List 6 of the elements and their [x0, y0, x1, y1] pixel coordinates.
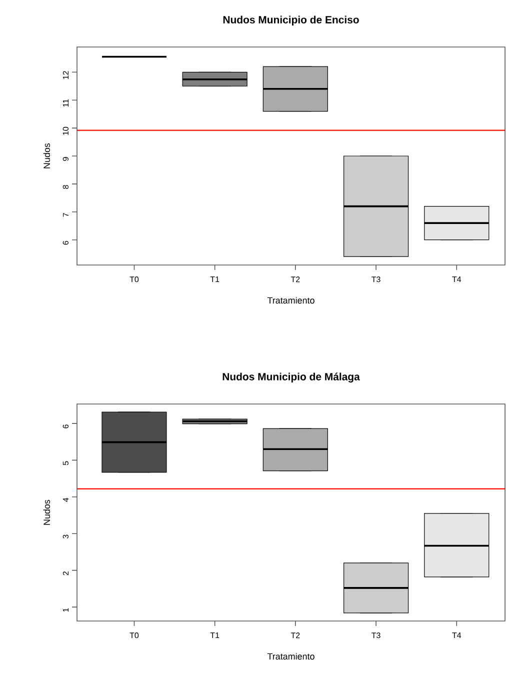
x-axis-title: Tratamiento: [267, 652, 314, 660]
y-axis-title: Nudos: [43, 143, 50, 168]
chart-title: Nudos Municipio de Málaga: [222, 372, 360, 382]
chart-title: Nudos Municipio de Enciso: [223, 16, 359, 26]
y-axis-title: Nudos: [43, 500, 50, 525]
x-axis-title: Tratamiento: [267, 296, 314, 304]
